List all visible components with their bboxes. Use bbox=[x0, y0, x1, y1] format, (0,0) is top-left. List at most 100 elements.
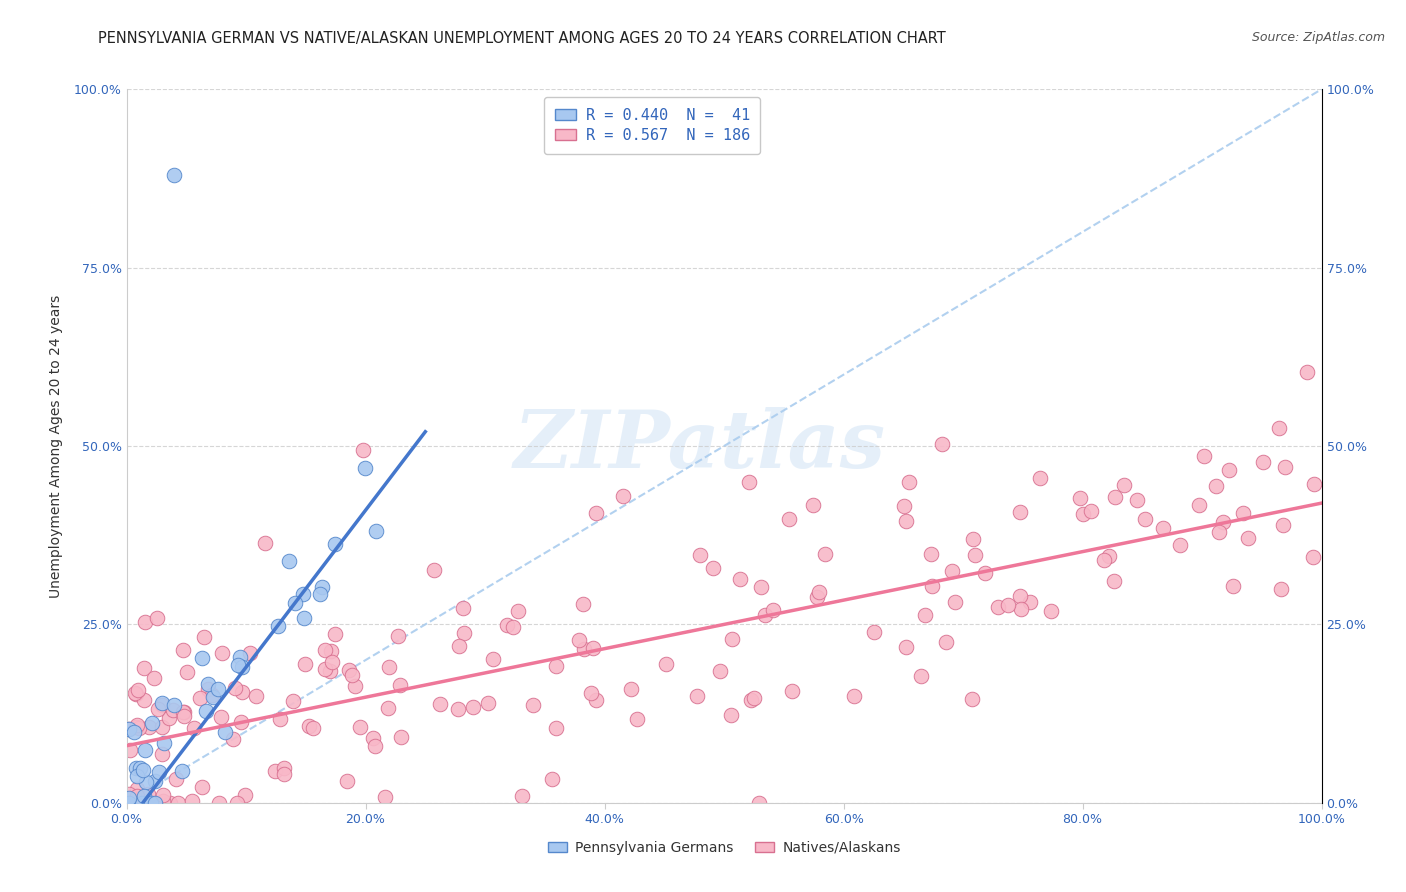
Legend: Pennsylvania Germans, Natives/Alaskans: Pennsylvania Germans, Natives/Alaskans bbox=[541, 835, 907, 860]
Point bbox=[214, 725, 236, 739]
Point bbox=[689, 548, 711, 562]
Point bbox=[135, 775, 157, 789]
Point bbox=[581, 686, 603, 700]
Point bbox=[1008, 505, 1031, 519]
Point bbox=[914, 607, 936, 622]
Point bbox=[128, 721, 150, 735]
Point bbox=[740, 693, 762, 707]
Y-axis label: Unemployment Among Ages 20 to 24 years: Unemployment Among Ages 20 to 24 years bbox=[49, 294, 63, 598]
Point bbox=[336, 774, 359, 789]
Point bbox=[1029, 471, 1052, 485]
Point bbox=[143, 774, 166, 789]
Point bbox=[997, 598, 1019, 612]
Point bbox=[389, 678, 412, 692]
Point bbox=[920, 547, 942, 561]
Point bbox=[962, 532, 984, 546]
Point bbox=[655, 657, 678, 672]
Point bbox=[1296, 365, 1319, 379]
Point bbox=[118, 787, 141, 801]
Point bbox=[152, 789, 174, 803]
Point bbox=[209, 709, 232, 723]
Point bbox=[159, 796, 181, 810]
Point bbox=[228, 657, 250, 672]
Point bbox=[1071, 507, 1094, 521]
Point bbox=[264, 764, 287, 778]
Point bbox=[1192, 450, 1215, 464]
Point bbox=[544, 721, 567, 735]
Point bbox=[720, 708, 742, 723]
Point bbox=[138, 720, 160, 734]
Text: ZIPatlas: ZIPatlas bbox=[515, 408, 886, 484]
Point bbox=[778, 511, 800, 525]
Point bbox=[200, 689, 222, 703]
Point bbox=[461, 699, 484, 714]
Point bbox=[931, 437, 953, 451]
Point bbox=[754, 608, 776, 623]
Point bbox=[1188, 498, 1211, 512]
Point bbox=[131, 796, 153, 810]
Point bbox=[172, 643, 194, 657]
Point bbox=[146, 702, 169, 716]
Point bbox=[190, 650, 212, 665]
Point bbox=[361, 731, 384, 746]
Point bbox=[337, 663, 360, 677]
Point bbox=[125, 720, 148, 734]
Point bbox=[273, 767, 295, 781]
Point bbox=[935, 635, 957, 649]
Point bbox=[225, 796, 247, 810]
Point bbox=[1126, 493, 1149, 508]
Point bbox=[167, 796, 190, 810]
Point bbox=[340, 668, 363, 682]
Point bbox=[1274, 459, 1296, 474]
Point bbox=[162, 698, 184, 713]
Point bbox=[229, 649, 252, 664]
Point bbox=[188, 690, 211, 705]
Point bbox=[314, 662, 336, 676]
Point bbox=[1092, 553, 1115, 567]
Point bbox=[321, 644, 343, 658]
Point bbox=[423, 563, 446, 577]
Point bbox=[965, 549, 987, 563]
Point bbox=[894, 640, 917, 654]
Point bbox=[311, 580, 333, 594]
Point bbox=[118, 796, 141, 810]
Point bbox=[477, 696, 499, 710]
Text: PENNSYLVANIA GERMAN VS NATIVE/ALASKAN UNEMPLOYMENT AMONG AGES 20 TO 24 YEARS COR: PENNSYLVANIA GERMAN VS NATIVE/ALASKAN UN… bbox=[98, 31, 946, 46]
Point bbox=[125, 687, 148, 701]
Point bbox=[197, 677, 219, 691]
Point bbox=[162, 703, 184, 717]
Point bbox=[1218, 462, 1240, 476]
Point bbox=[117, 723, 139, 737]
Point bbox=[122, 725, 145, 739]
Point bbox=[298, 719, 321, 733]
Point bbox=[181, 794, 204, 808]
Point bbox=[153, 736, 176, 750]
Point bbox=[269, 712, 291, 726]
Point bbox=[191, 780, 214, 794]
Point bbox=[495, 618, 517, 632]
Point bbox=[152, 794, 174, 808]
Point bbox=[1272, 517, 1295, 532]
Point bbox=[612, 489, 634, 503]
Point bbox=[207, 681, 229, 696]
Point bbox=[894, 514, 917, 528]
Point bbox=[721, 632, 744, 646]
Point bbox=[224, 681, 246, 695]
Point bbox=[157, 711, 180, 725]
Point bbox=[127, 782, 149, 797]
Point bbox=[118, 722, 141, 736]
Point bbox=[127, 717, 149, 731]
Point bbox=[728, 572, 751, 586]
Point bbox=[973, 566, 995, 580]
Point bbox=[987, 599, 1010, 614]
Point bbox=[1102, 574, 1125, 589]
Point bbox=[231, 659, 253, 673]
Point bbox=[273, 761, 295, 775]
Point bbox=[447, 701, 470, 715]
Point bbox=[143, 796, 166, 810]
Point bbox=[366, 524, 388, 538]
Point bbox=[1268, 421, 1291, 435]
Point bbox=[118, 796, 141, 810]
Point bbox=[132, 763, 155, 777]
Point bbox=[1112, 478, 1135, 492]
